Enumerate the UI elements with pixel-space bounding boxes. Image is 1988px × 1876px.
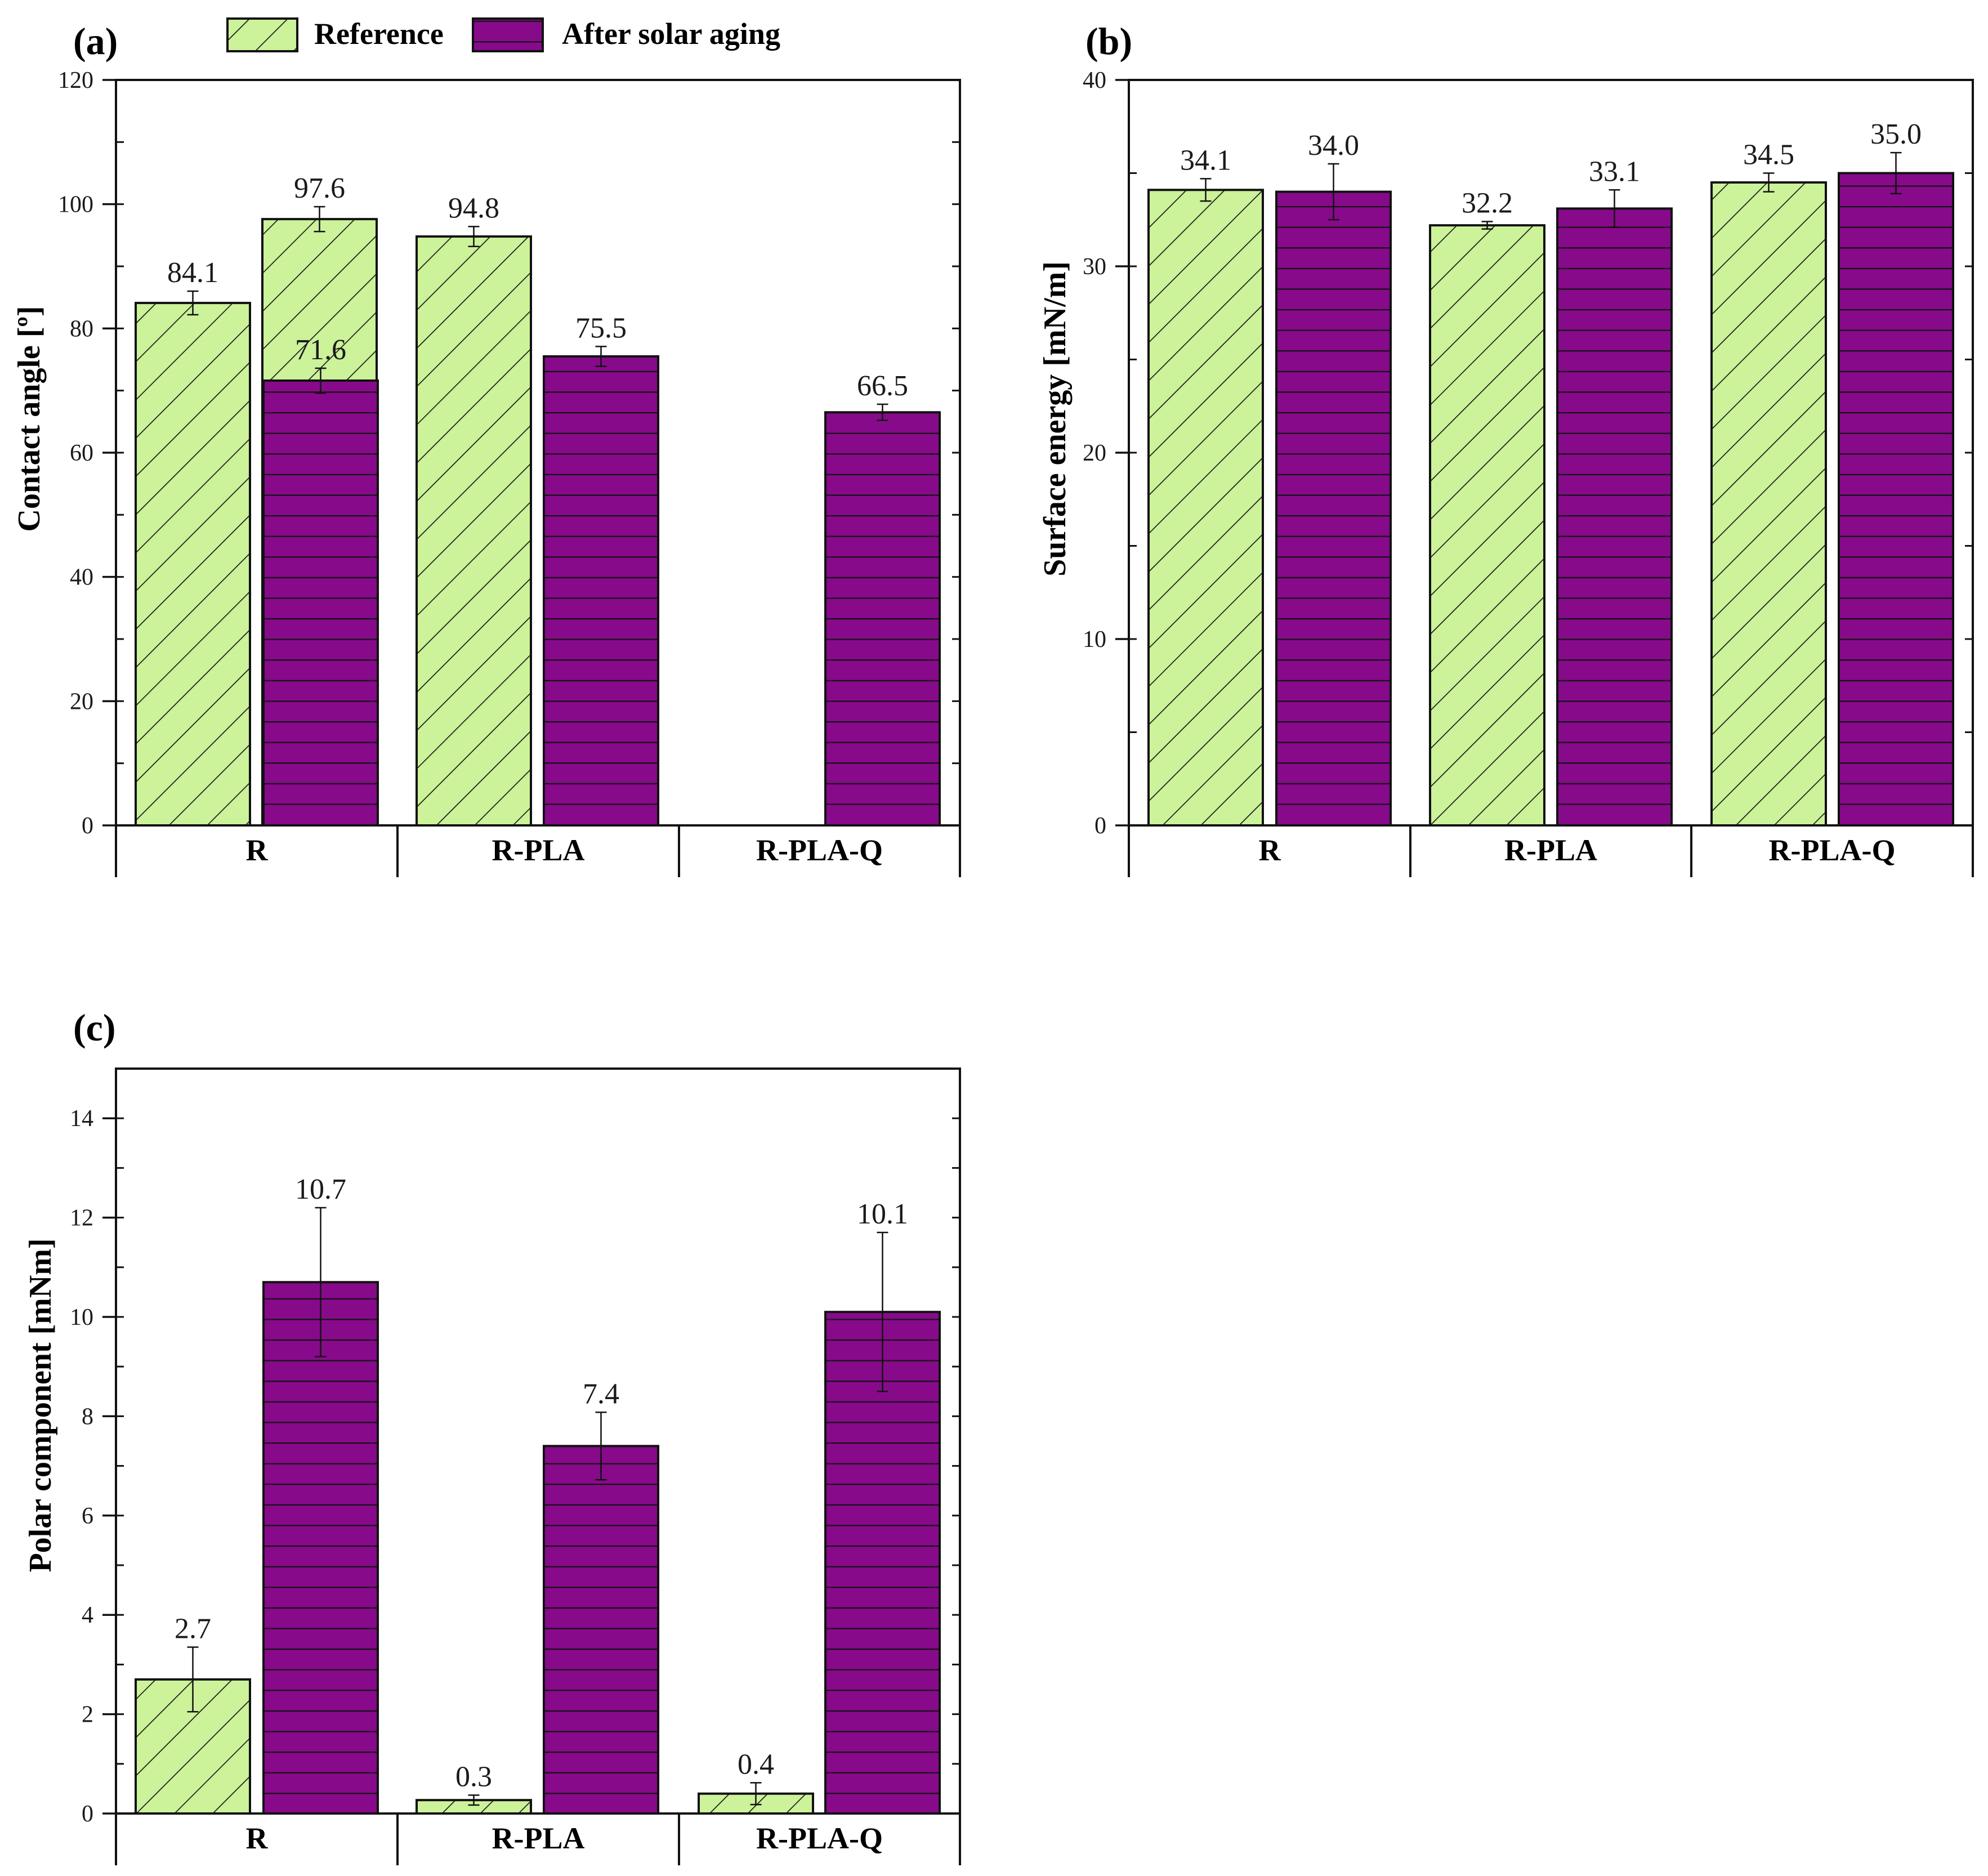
bar-aged-r <box>1275 190 1392 827</box>
y-ticks-a: 0 20 40 60 80 100 120 <box>58 68 960 839</box>
x-category-label: R <box>1259 833 1281 867</box>
axes-c <box>115 1067 961 1815</box>
data-label: 10.1 <box>857 1198 908 1230</box>
panel-label-b: (b) <box>1085 20 1132 62</box>
y-tick-label: 40 <box>1083 68 1106 93</box>
bar-aged-r-pla-q <box>824 411 941 827</box>
y-tick-label: 20 <box>70 689 93 714</box>
legend: Reference After solar aging <box>226 17 780 52</box>
y-tick-label: 0 <box>82 1801 93 1827</box>
y-tick-label: 20 <box>1083 440 1106 466</box>
data-label: 0.3 <box>455 1761 492 1793</box>
y-tick-label: 8 <box>82 1404 93 1430</box>
y-ticks-b: 0 10 20 30 40 <box>1083 68 1973 839</box>
y-tick-label: 30 <box>1083 254 1106 280</box>
data-label: 0.4 <box>738 1748 774 1780</box>
x-category-label: R-PLA <box>492 833 585 867</box>
legend-swatch-after-solar-aging <box>472 17 544 52</box>
bar-reference-r-pla <box>1429 224 1545 827</box>
axes-b <box>1128 79 1974 827</box>
plot-frame <box>115 1067 961 1815</box>
data-label: 2.7 <box>175 1613 211 1645</box>
y-ticks-c: 0 2 4 6 8 10 12 14 <box>70 1067 960 1827</box>
y-axis-title-b: Surface energy [mN/m] <box>1038 261 1073 577</box>
bar-aged-r-pla <box>543 355 659 827</box>
x-category-label: R-PLA-Q <box>756 1821 883 1855</box>
y-tick-label: 2 <box>82 1702 93 1728</box>
legend-entry-reference: Reference <box>226 17 444 52</box>
x-category-label: R <box>246 1821 269 1855</box>
data-label: 34.0 <box>1308 129 1359 162</box>
y-axis-title-a: Contact angle [º] <box>12 306 47 531</box>
bars-a: 84.1 97.6 94.8 71.6 75.5 66.5 <box>135 172 941 827</box>
y-tick-label: 14 <box>70 1106 93 1132</box>
bar-reference-r <box>135 302 251 827</box>
y-tick-label: 6 <box>82 1503 93 1529</box>
y-tick-label: 120 <box>58 68 93 93</box>
legend-swatch-reference <box>226 17 298 52</box>
x-category-label: R-PLA <box>1504 833 1597 867</box>
legend-entry-after-solar-aging: After solar aging <box>472 17 780 52</box>
data-label: 84.1 <box>167 257 218 289</box>
data-label: 75.5 <box>575 312 627 344</box>
y-tick-label: 60 <box>70 440 93 466</box>
legend-label-after-solar-aging: After solar aging <box>562 17 780 51</box>
bar-aged-r <box>262 379 379 827</box>
y-tick-label: 10 <box>70 1305 93 1330</box>
y-tick-label: 0 <box>1094 813 1106 839</box>
bar-aged-r-pla-q <box>1838 172 1954 827</box>
panel-label-a: (a) <box>73 20 118 62</box>
data-label: 10.7 <box>295 1173 346 1205</box>
axes-a <box>115 79 961 827</box>
data-label: 32.2 <box>1462 187 1513 220</box>
bar-aged-r <box>262 1281 379 1815</box>
bar-reference-r-pla-q <box>1710 181 1827 827</box>
data-label: 97.6 <box>294 172 345 204</box>
y-tick-label: 12 <box>70 1205 93 1231</box>
y-tick-label: 40 <box>70 565 93 591</box>
plot-frame <box>1128 79 1974 827</box>
data-label: 94.8 <box>448 192 499 224</box>
plot-frame <box>115 79 961 827</box>
x-category-label: R-PLA-Q <box>756 833 883 867</box>
x-category-label: R <box>246 833 269 867</box>
panel-b: (b) Surface energy [mN/m] 0 10 20 30 40 34.1… <box>1038 20 1974 877</box>
y-axis-title-c: Polar component [mNm] <box>23 1238 58 1572</box>
data-label: 34.1 <box>1180 144 1231 176</box>
bar-reference-r <box>1147 189 1264 827</box>
data-label: 7.4 <box>583 1378 619 1410</box>
panel-c: (c) Polar component [mNm] 0 2 4 6 8 10 12 14 2.… <box>23 1006 961 1865</box>
x-category-label: R-PLA <box>492 1821 585 1855</box>
x-axis-b: R R-PLA R-PLA-Q <box>1128 825 1974 877</box>
x-category-label: R-PLA-Q <box>1769 833 1896 867</box>
bars-c: 2.7 0.3 0.4 10.7 7.4 10.1 <box>135 1173 941 1815</box>
bars-b: 34.1 32.2 34.5 34.0 33.1 35.0 <box>1147 118 1954 827</box>
bar-aged-r-pla <box>543 1445 659 1815</box>
data-label: 35.0 <box>1870 118 1922 150</box>
data-label: 71.6 <box>295 334 346 366</box>
panel-a: (a) Contact angle [º] 0 20 40 60 80 100 120 84… <box>12 20 961 877</box>
y-tick-label: 0 <box>82 813 93 839</box>
legend-label-reference: Reference <box>314 17 444 51</box>
y-tick-label: 80 <box>70 316 93 342</box>
y-tick-label: 100 <box>58 192 93 218</box>
data-label: 66.5 <box>857 370 908 402</box>
data-label: 34.5 <box>1743 139 1794 171</box>
x-axis-c: R R-PLA R-PLA-Q <box>115 1814 961 1865</box>
panel-label-c: (c) <box>73 1006 115 1049</box>
bar-aged-r-pla <box>1556 207 1673 827</box>
x-axis-a: R R-PLA R-PLA-Q <box>115 825 961 877</box>
y-tick-label: 10 <box>1083 627 1106 653</box>
bar-reference-r-pla-q <box>416 235 532 827</box>
data-label: 33.1 <box>1589 155 1640 187</box>
y-tick-label: 4 <box>82 1602 93 1628</box>
